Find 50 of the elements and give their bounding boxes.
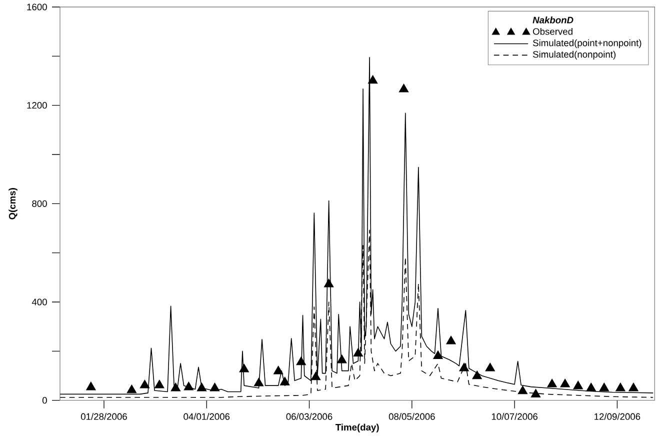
point [368,74,378,84]
y-axis-title: Q(cms) [8,188,18,220]
point [485,362,496,372]
point [560,378,570,388]
point [280,376,290,386]
point [184,382,194,390]
point [239,364,249,372]
point [398,84,409,92]
point [140,380,150,388]
point [530,388,541,398]
point [86,382,96,390]
point [324,278,334,288]
legend-label: Simulated(nonpoint) [532,50,616,60]
x-tick-label: 08/05/2006 [388,412,435,420]
point [210,382,220,392]
point [446,336,456,344]
x-tick-label: 04/01/2006 [184,412,230,420]
legend-label: Observed [533,28,572,35]
y-tick-label: 1600 [27,4,47,10]
point [573,380,583,390]
point [336,354,347,364]
x-tick-label: 10/07/2006 [492,412,538,420]
point [196,382,207,392]
point [586,382,596,392]
point [296,356,306,366]
point [472,370,482,380]
point [154,380,164,388]
y-tick-label: 1200 [27,102,47,108]
point [126,384,137,394]
point [254,378,264,386]
x-tick-label: 01/28/2006 [80,412,127,420]
legend-title: NakbonD [532,16,574,24]
legend-label: Simulated(point+nonpoint) [532,39,642,48]
y-tick-label: 400 [32,298,47,306]
point [628,382,638,392]
point [353,348,364,356]
y-tick-label: 800 [32,200,47,207]
y-tick-label: 0 [42,396,47,404]
x-tick-label: 12/09/2006 [594,412,640,420]
x-axis-title: Time(day) [335,424,379,432]
point [599,382,610,392]
point [433,350,443,359]
point [273,366,284,374]
point [518,385,528,394]
point [459,362,469,372]
x-tick-label: 06/03/2006 [286,412,332,420]
point [547,378,557,388]
point [170,382,181,392]
point [616,382,626,392]
point [310,371,321,380]
